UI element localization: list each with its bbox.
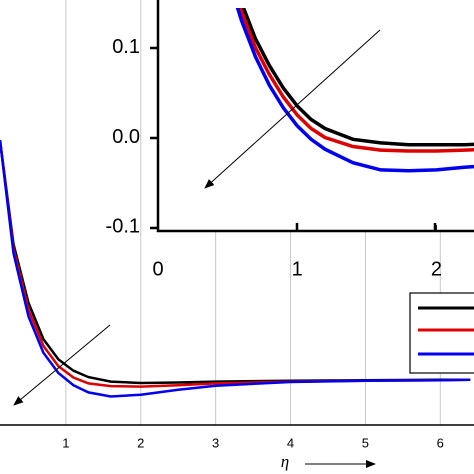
series-line [238,8,474,153]
x-tick-label: 2 [137,435,144,450]
x-axis-label: η [281,452,289,471]
x-tick-label: 4 [287,435,294,450]
trend-arrow [204,29,381,189]
x-tick-label: 1 [292,258,303,280]
x-tick-label: 2 [431,258,442,280]
series-line [241,8,474,147]
x-tick-label: 1 [62,435,69,450]
x-tick-label: 6 [437,435,444,450]
y-tick-label: -0.1 [106,216,140,238]
y-tick-label: 0.1 [112,36,140,58]
y-tick-label: 0.0 [112,126,140,148]
inset-axes [150,0,474,233]
legend-box [409,292,474,374]
x-tick-label: 3 [212,435,219,450]
legend [409,292,474,374]
series-line [0,140,471,398]
trend-arrow [13,324,111,406]
inset-plot: 0 1 2 -0.1 0.0 0.1 [106,8,474,280]
series-line [235,8,474,173]
x-tick-label: 5 [362,435,369,450]
x-tick-label: 0 [152,258,163,280]
inset-background [158,0,474,232]
